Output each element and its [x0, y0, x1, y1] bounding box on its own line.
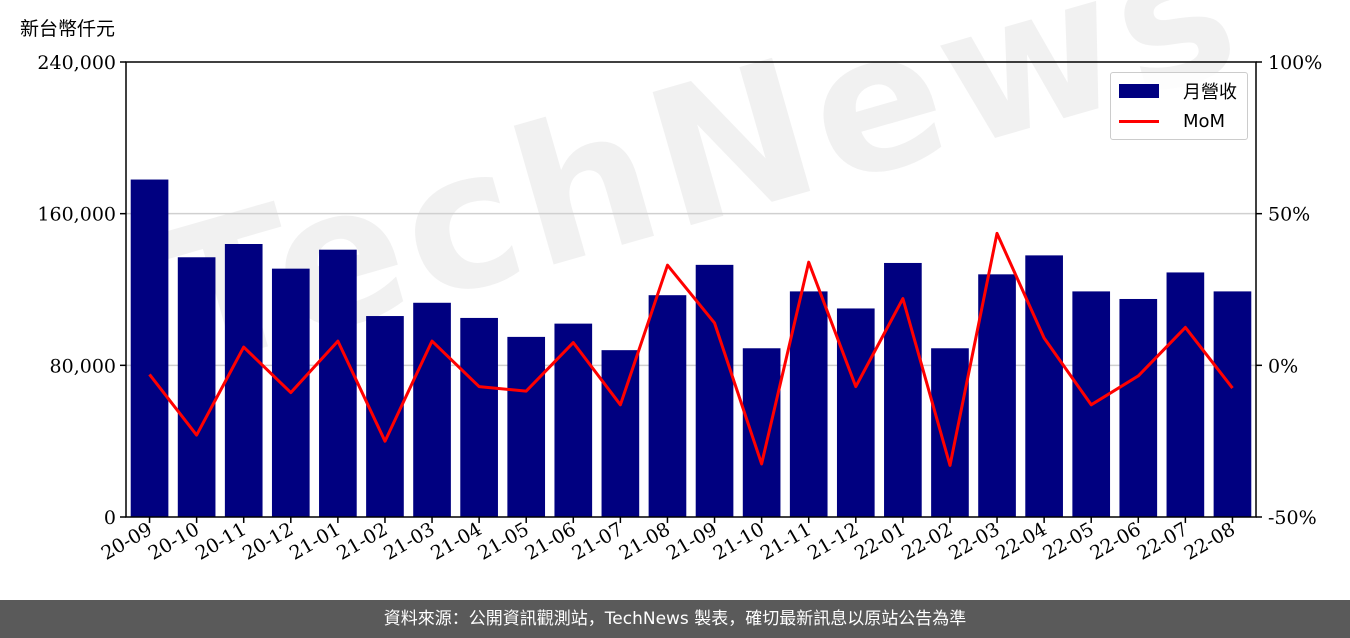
- revenue-bar: [695, 264, 734, 517]
- x-tick-label: 22-03: [945, 518, 1003, 564]
- x-tick-label: 21-01: [286, 518, 344, 564]
- plot-frame: [125, 61, 1257, 518]
- x-tick-label: 21-03: [380, 518, 438, 564]
- y-right-tick-label: 0%: [1268, 355, 1298, 377]
- x-tick-label: 21-06: [521, 518, 579, 564]
- y-left-tick-label: 240,000: [37, 52, 116, 74]
- y-left-tick-label: 80,000: [50, 355, 116, 377]
- revenue-bar: [130, 179, 169, 517]
- y-axis-unit-label: 新台幣仟元: [20, 18, 116, 40]
- x-tick-label: 22-04: [992, 518, 1050, 564]
- revenue-bar: [978, 274, 1016, 517]
- revenue-bar: [460, 317, 498, 517]
- revenue-bar: [1119, 298, 1158, 517]
- x-tick-label: 22-06: [1086, 518, 1144, 564]
- revenue-bar: [1166, 272, 1205, 517]
- x-tick-label: 21-07: [568, 518, 626, 564]
- revenue-bar: [1213, 291, 1252, 517]
- revenue-bar: [836, 308, 875, 517]
- revenue-bar: [648, 295, 687, 517]
- x-tick-label: 22-08: [1181, 518, 1239, 564]
- revenue-bar: [507, 336, 546, 517]
- revenue-bar: [884, 262, 922, 517]
- y-right-tick-label: 50%: [1268, 204, 1310, 226]
- revenue-bar: [177, 257, 216, 517]
- legend-line-swatch: [1119, 119, 1159, 123]
- legend-bar-swatch: [1119, 84, 1159, 98]
- x-tick-label: 21-04: [427, 518, 485, 564]
- legend: 月營收 MoM: [1110, 72, 1248, 140]
- x-tick-label: 22-07: [1133, 518, 1191, 564]
- x-tick-label: 21-02: [333, 518, 391, 564]
- x-tick-label: 21-11: [757, 518, 815, 564]
- x-tick-label: 22-01: [851, 518, 909, 564]
- x-tick-label: 20-10: [145, 518, 203, 564]
- x-tick-label: 21-12: [804, 518, 862, 564]
- y-right-tick-label: -50%: [1268, 507, 1317, 529]
- revenue-bar: [224, 244, 263, 517]
- x-tick-label: 21-09: [663, 518, 721, 564]
- y-left-tick-label: 160,000: [37, 204, 116, 226]
- source-footer: 資料來源：公開資訊觀測站，TechNews 製表，確切最新訊息以原站公告為準: [0, 600, 1350, 638]
- x-tick-label: 21-05: [474, 518, 532, 564]
- x-tick-label: 20-12: [239, 518, 297, 564]
- mom-line: [148, 231, 1234, 467]
- legend-item-mom: MoM: [1119, 109, 1225, 133]
- revenue-bar: [413, 302, 451, 517]
- legend-label-mom: MoM: [1183, 110, 1226, 132]
- revenue-bar: [319, 249, 357, 517]
- x-tick-label: 22-05: [1039, 518, 1097, 564]
- x-tick-label: 20-11: [192, 518, 250, 564]
- x-tick-label: 21-08: [616, 518, 674, 564]
- chart: 080,000160,000240,000-50%0%50%100%20-092…: [37, 52, 1322, 565]
- x-tick-label: 22-02: [898, 518, 956, 564]
- revenue-bar: [554, 323, 593, 517]
- y-right-tick-label: 100%: [1268, 52, 1322, 74]
- legend-label-revenue: 月營收: [1183, 82, 1237, 103]
- revenue-bar: [1025, 255, 1063, 517]
- y-left-tick-label: 0: [104, 507, 116, 529]
- legend-item-revenue: 月營收: [1119, 79, 1237, 103]
- x-tick-label: 21-10: [710, 518, 768, 564]
- revenue-bar: [742, 348, 781, 517]
- revenue-bar: [931, 348, 969, 517]
- revenue-bar: [789, 291, 828, 517]
- revenue-bar: [601, 350, 640, 517]
